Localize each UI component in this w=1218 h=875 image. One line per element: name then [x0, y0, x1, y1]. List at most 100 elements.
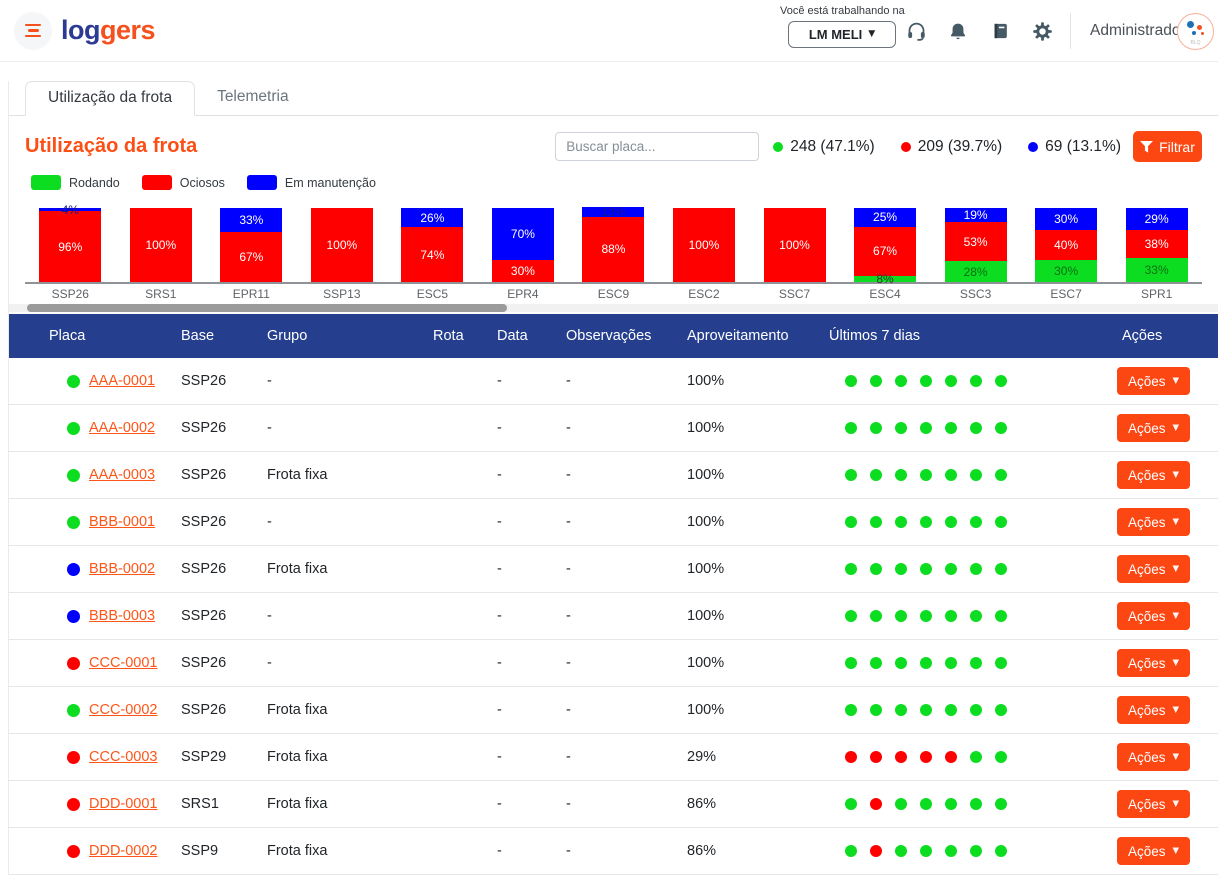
day-dot-green — [970, 469, 982, 481]
acoes-button[interactable]: Ações ▼ — [1117, 461, 1191, 489]
placa-link[interactable]: DDD-0002 — [89, 843, 158, 859]
gear-icon[interactable] — [1031, 20, 1053, 42]
acoes-button[interactable]: Ações ▼ — [1117, 837, 1191, 865]
day-dot-green — [970, 845, 982, 857]
bar-group: 19% 53% 28% — [930, 208, 1021, 282]
base-cell: SSP26 — [181, 608, 227, 624]
bell-icon[interactable] — [947, 20, 969, 42]
org-dropdown-button[interactable]: LM MELI ▼ — [788, 21, 896, 48]
stacked-bar: 100% — [672, 208, 735, 282]
placa-link[interactable]: CCC-0002 — [89, 702, 158, 718]
logo-text-log: log — [61, 15, 101, 45]
table-row: DDD-0002 SSP9 Frota fixa - - 86% Ações ▼ — [9, 828, 1218, 875]
bar-segment-green: 30% — [1035, 259, 1098, 282]
acoes-button[interactable]: Ações ▼ — [1117, 790, 1191, 818]
placa-link[interactable]: AAA-0003 — [89, 467, 156, 483]
acoes-button[interactable]: Ações ▼ — [1117, 696, 1191, 724]
base-cell: SRS1 — [181, 796, 219, 812]
acoes-button[interactable]: Ações ▼ — [1117, 649, 1191, 677]
chart-scrollbar-thumb[interactable] — [27, 304, 507, 312]
acoes-button[interactable]: Ações ▼ — [1117, 414, 1191, 442]
acoes-button[interactable]: Ações ▼ — [1117, 555, 1191, 583]
day-dot-green — [995, 751, 1007, 763]
chevron-down-icon: ▼ — [1172, 704, 1180, 715]
table-row: CCC-0002 SSP26 Frota fixa - - 100% Ações ▼ — [9, 687, 1218, 734]
acoes-button[interactable]: Ações ▼ — [1117, 508, 1191, 536]
last-7-days-cell — [829, 469, 1109, 481]
placa-link[interactable]: AAA-0001 — [89, 373, 156, 389]
day-dot-green — [845, 563, 857, 575]
day-dot-green — [970, 751, 982, 763]
status-dot-green — [67, 515, 80, 529]
table-row: AAA-0001 SSP26 - - - 100% Ações ▼ — [9, 358, 1218, 405]
chevron-down-icon: ▼ — [1172, 798, 1180, 809]
last-7-days-cell — [829, 610, 1109, 622]
day-dot-green — [870, 375, 882, 387]
bar-segment-label: 30% — [510, 263, 535, 278]
book-icon[interactable] — [989, 20, 1011, 42]
acoes-button-label: Ações — [1128, 420, 1166, 436]
aproveitamento-cell: 100% — [687, 373, 725, 389]
day-dot-green — [845, 375, 857, 387]
last-7-days-cell — [829, 704, 1109, 716]
day-dot-green — [895, 375, 907, 387]
placa-link[interactable]: BBB-0001 — [89, 514, 156, 530]
filter-icon — [1140, 140, 1154, 153]
status-dot-red — [67, 750, 80, 764]
acoes-cell: Ações ▼ — [1109, 508, 1202, 536]
acoes-button-label: Ações — [1128, 702, 1166, 718]
day-dot-green — [895, 422, 907, 434]
placa-cell: CCC-0003 — [49, 749, 181, 765]
data-cell: - — [497, 514, 502, 530]
table-row: DDD-0001 SRS1 Frota fixa - - 86% Ações ▼ — [9, 781, 1218, 828]
acoes-button[interactable]: Ações ▼ — [1117, 743, 1191, 771]
stat-label: 209 (39.7%) — [917, 137, 1003, 155]
tab-telemetria[interactable]: Telemetria — [217, 88, 289, 105]
bar-segment-red: 30% — [491, 259, 554, 282]
bar-group: 100% — [659, 208, 750, 282]
last-7-days-cell — [829, 516, 1109, 528]
chart-scrollbar-track — [9, 304, 1218, 312]
grupo-cell: Frota fixa — [267, 702, 328, 718]
status-dot-green — [67, 421, 80, 435]
column-header-grupo: Grupo — [267, 328, 308, 344]
legend-swatch-blue — [246, 175, 277, 190]
placa-link[interactable]: CCC-0003 — [89, 749, 158, 765]
data-cell: - — [497, 655, 502, 671]
day-dot-green — [920, 375, 932, 387]
bar-segment-red: 100% — [763, 208, 826, 282]
bar-segment-label: 30% — [1054, 212, 1079, 227]
acoes-button[interactable]: Ações ▼ — [1117, 602, 1191, 630]
acoes-button[interactable]: Ações ▼ — [1117, 367, 1191, 395]
bar-segment-blue: 26% — [401, 208, 464, 228]
placa-link[interactable]: BBB-0003 — [89, 608, 156, 624]
chevron-down-icon: ▼ — [1172, 516, 1180, 527]
bar-category-label: ESC2 — [688, 287, 720, 301]
bar-segment-label: 96% — [58, 239, 83, 254]
grupo-cell: Frota fixa — [267, 796, 328, 812]
placa-link[interactable]: BBB-0002 — [89, 561, 156, 577]
placa-link[interactable]: CCC-0001 — [89, 655, 158, 671]
placa-link[interactable]: AAA-0002 — [89, 420, 156, 436]
acoes-cell: Ações ▼ — [1109, 555, 1202, 583]
workspace-selector: Você está trabalhando na LM MELI ▼ — [780, 5, 905, 48]
data-cell: - — [497, 702, 502, 718]
day-dot-green — [970, 704, 982, 716]
bar-segment-red: 74% — [401, 227, 464, 282]
search-input[interactable] — [555, 132, 760, 161]
acoes-cell: Ações ▼ — [1109, 837, 1202, 865]
bar-group: 13% 88% — [568, 205, 659, 282]
filter-button[interactable]: Filtrar — [1133, 131, 1202, 162]
stacked-bar: 100% — [310, 208, 373, 282]
menu-icon[interactable] — [14, 11, 52, 50]
legend-swatch-green — [31, 175, 61, 190]
bar-segment-label: 53% — [963, 234, 988, 249]
bar-segment-label: 100% — [688, 238, 720, 252]
tab-utilizacao-da-frota[interactable]: Utilização da frota — [25, 81, 196, 116]
placa-link[interactable]: DDD-0001 — [89, 796, 158, 812]
chevron-down-icon: ▼ — [1172, 657, 1180, 668]
headset-icon[interactable] — [905, 20, 927, 42]
stat-dot-blue — [1028, 141, 1039, 152]
avatar[interactable]: BLQ — [1177, 13, 1214, 50]
grupo-cell: Frota fixa — [267, 467, 328, 483]
